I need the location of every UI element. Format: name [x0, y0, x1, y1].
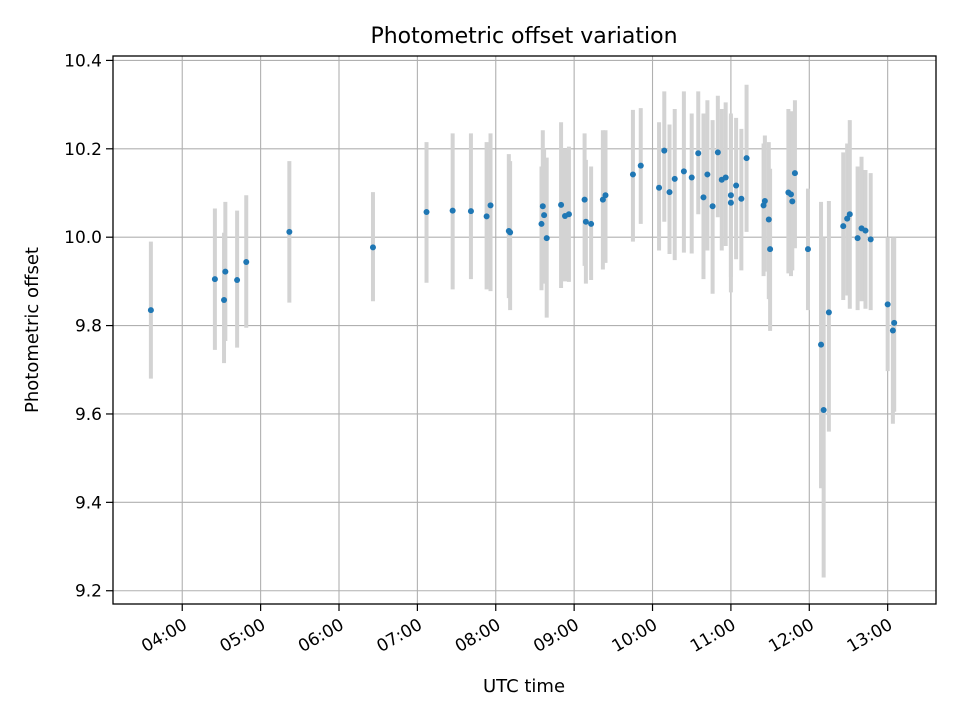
plot-frame — [112, 55, 937, 605]
data-point — [211, 276, 218, 283]
data-point — [700, 194, 707, 201]
data-point — [789, 198, 796, 205]
data-point — [791, 170, 798, 177]
data-point — [844, 215, 851, 222]
data-point — [862, 227, 869, 234]
data-point — [286, 228, 293, 235]
data-point — [765, 216, 772, 223]
data-point — [539, 203, 546, 210]
data-point — [889, 327, 896, 334]
y-tick-label: 9.6 — [75, 405, 102, 425]
data-point — [423, 209, 430, 216]
data-point — [884, 301, 891, 308]
data-point — [761, 197, 768, 204]
data-point — [221, 296, 228, 303]
data-point — [840, 223, 847, 230]
data-point — [602, 192, 609, 199]
y-tick-label: 10.2 — [64, 140, 102, 160]
data-point — [222, 268, 229, 275]
data-point — [581, 196, 588, 203]
data-point — [369, 244, 376, 251]
y-tick-label: 9.4 — [75, 493, 102, 513]
data-point — [688, 174, 695, 181]
data-point — [820, 406, 827, 413]
data-point — [507, 229, 514, 236]
data-point — [727, 199, 734, 206]
data-point — [709, 203, 716, 210]
y-tick-label: 9.8 — [75, 317, 102, 337]
data-points — [147, 147, 898, 413]
data-point — [582, 218, 589, 225]
x-axis-label: UTC time — [483, 676, 565, 697]
data-point — [818, 341, 825, 348]
data-point — [467, 208, 474, 215]
data-point — [743, 155, 750, 162]
data-point — [599, 196, 606, 203]
data-point — [804, 246, 811, 253]
data-point — [825, 309, 832, 316]
data-point — [558, 201, 565, 208]
y-tick-label: 10.4 — [64, 51, 102, 71]
data-point — [722, 174, 729, 181]
data-point — [867, 236, 874, 243]
data-point — [661, 147, 668, 154]
grid — [113, 56, 936, 604]
data-point — [714, 149, 721, 156]
data-point — [487, 202, 494, 209]
data-point — [695, 150, 702, 157]
data-point — [483, 213, 490, 220]
chart-title: Photometric offset variation — [370, 24, 677, 49]
data-point — [680, 168, 687, 175]
data-point — [588, 220, 595, 227]
data-point — [147, 307, 154, 314]
data-point — [787, 191, 794, 198]
data-point — [738, 195, 745, 202]
data-point — [854, 235, 861, 242]
data-point — [449, 207, 456, 214]
data-point — [733, 182, 740, 189]
data-point — [543, 235, 550, 242]
data-point — [656, 184, 663, 191]
data-point — [671, 175, 678, 182]
data-point — [629, 171, 636, 178]
data-point — [234, 277, 241, 284]
data-point — [767, 246, 774, 253]
data-point — [727, 192, 734, 199]
data-point — [666, 189, 673, 196]
y-tick-label: 10.0 — [64, 228, 102, 248]
y-tick-label: 9.2 — [75, 582, 102, 602]
data-point — [846, 211, 853, 218]
y-axis: 9.2 9.4 9.6 9.8 10.0 10.2 10.4 — [64, 51, 113, 602]
data-point — [637, 162, 644, 169]
data-point — [243, 258, 250, 265]
data-point — [891, 319, 898, 326]
data-point — [565, 211, 572, 218]
data-point — [541, 212, 548, 219]
y-axis-label: Photometric offset — [22, 247, 43, 413]
data-point — [538, 220, 545, 227]
data-point — [704, 171, 711, 178]
